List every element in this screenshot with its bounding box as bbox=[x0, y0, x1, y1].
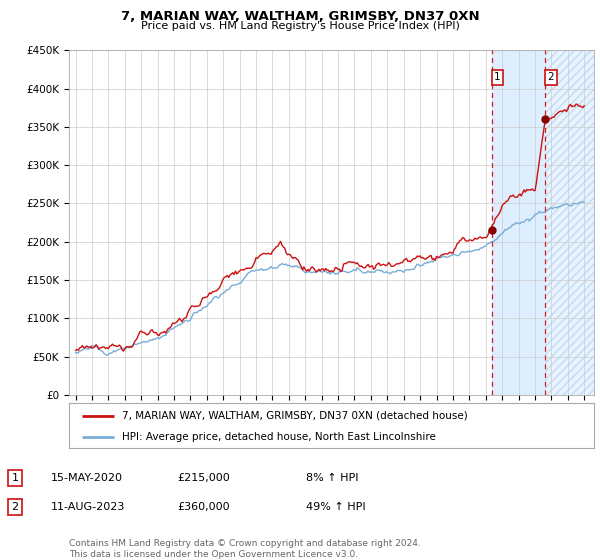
Text: 7, MARIAN WAY, WALTHAM, GRIMSBY, DN37 0XN: 7, MARIAN WAY, WALTHAM, GRIMSBY, DN37 0X… bbox=[121, 10, 479, 23]
Text: Price paid vs. HM Land Registry's House Price Index (HPI): Price paid vs. HM Land Registry's House … bbox=[140, 21, 460, 31]
Text: 49% ↑ HPI: 49% ↑ HPI bbox=[306, 502, 365, 512]
Text: HPI: Average price, detached house, North East Lincolnshire: HPI: Average price, detached house, Nort… bbox=[121, 432, 436, 442]
Text: 1: 1 bbox=[494, 72, 501, 82]
Bar bbox=[545, 50, 594, 395]
Text: 8% ↑ HPI: 8% ↑ HPI bbox=[306, 473, 359, 483]
Text: 1: 1 bbox=[11, 473, 19, 483]
Text: 2: 2 bbox=[547, 72, 554, 82]
Text: 15-MAY-2020: 15-MAY-2020 bbox=[51, 473, 123, 483]
Bar bbox=[492, 50, 545, 395]
Text: 7, MARIAN WAY, WALTHAM, GRIMSBY, DN37 0XN (detached house): 7, MARIAN WAY, WALTHAM, GRIMSBY, DN37 0X… bbox=[121, 410, 467, 421]
Text: 11-AUG-2023: 11-AUG-2023 bbox=[51, 502, 125, 512]
Text: £360,000: £360,000 bbox=[177, 502, 230, 512]
Text: £215,000: £215,000 bbox=[177, 473, 230, 483]
Text: Contains HM Land Registry data © Crown copyright and database right 2024.
This d: Contains HM Land Registry data © Crown c… bbox=[69, 539, 421, 559]
Text: 2: 2 bbox=[11, 502, 19, 512]
